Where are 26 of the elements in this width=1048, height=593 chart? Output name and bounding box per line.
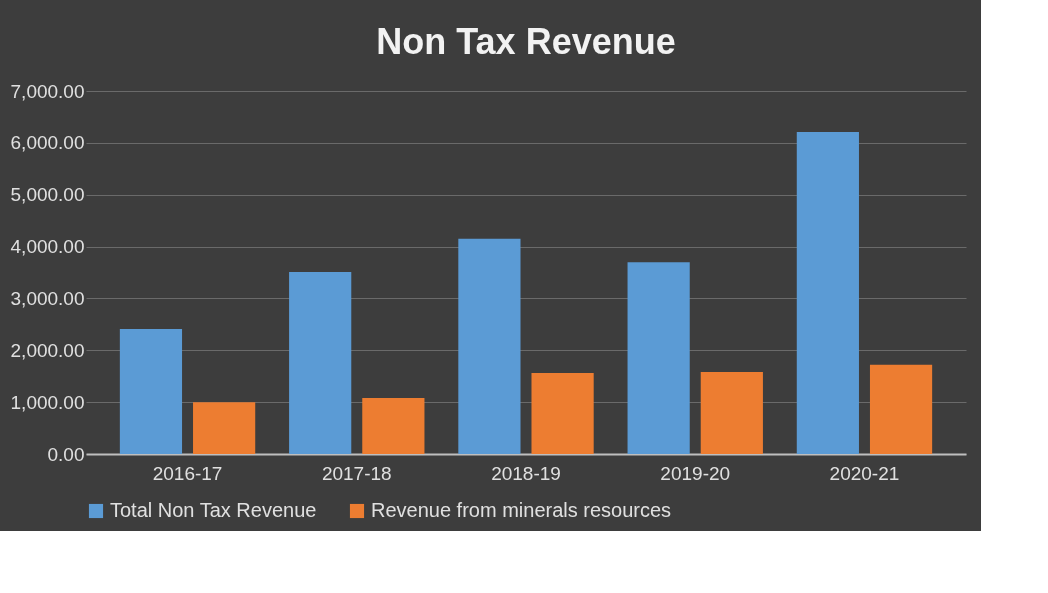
bar bbox=[362, 397, 425, 454]
bar bbox=[796, 131, 859, 454]
bar bbox=[119, 329, 183, 454]
bar bbox=[458, 238, 521, 454]
bar bbox=[700, 372, 763, 454]
x-tick-label: 2018-19 bbox=[491, 462, 561, 484]
bar bbox=[869, 364, 933, 454]
y-tick-label: 5,000.00 bbox=[10, 184, 85, 206]
x-tick-label: 2019-20 bbox=[660, 462, 731, 484]
y-tick-label: 0.00 bbox=[47, 443, 85, 465]
bar bbox=[289, 271, 352, 454]
y-tick-label: 2,000.00 bbox=[10, 339, 85, 361]
y-tick-label: 7,000.00 bbox=[10, 80, 85, 102]
legend-label: Total Non Tax Revenue bbox=[110, 499, 317, 521]
y-tick-label: 3,000.00 bbox=[10, 287, 85, 309]
x-tick-label: 2016-17 bbox=[152, 462, 223, 484]
y-tick-label: 4,000.00 bbox=[10, 236, 85, 258]
legend-label: Revenue from minerals resources bbox=[371, 499, 672, 521]
y-tick-label: 1,000.00 bbox=[10, 391, 85, 413]
x-tick-label: 2020-21 bbox=[829, 462, 900, 484]
x-tick-label: 2017-18 bbox=[321, 462, 392, 484]
chart-title: Non Tax Revenue bbox=[376, 21, 676, 62]
bar bbox=[193, 402, 256, 454]
y-tick-label: 6,000.00 bbox=[10, 132, 85, 154]
bar bbox=[531, 373, 594, 454]
bar bbox=[627, 262, 690, 454]
